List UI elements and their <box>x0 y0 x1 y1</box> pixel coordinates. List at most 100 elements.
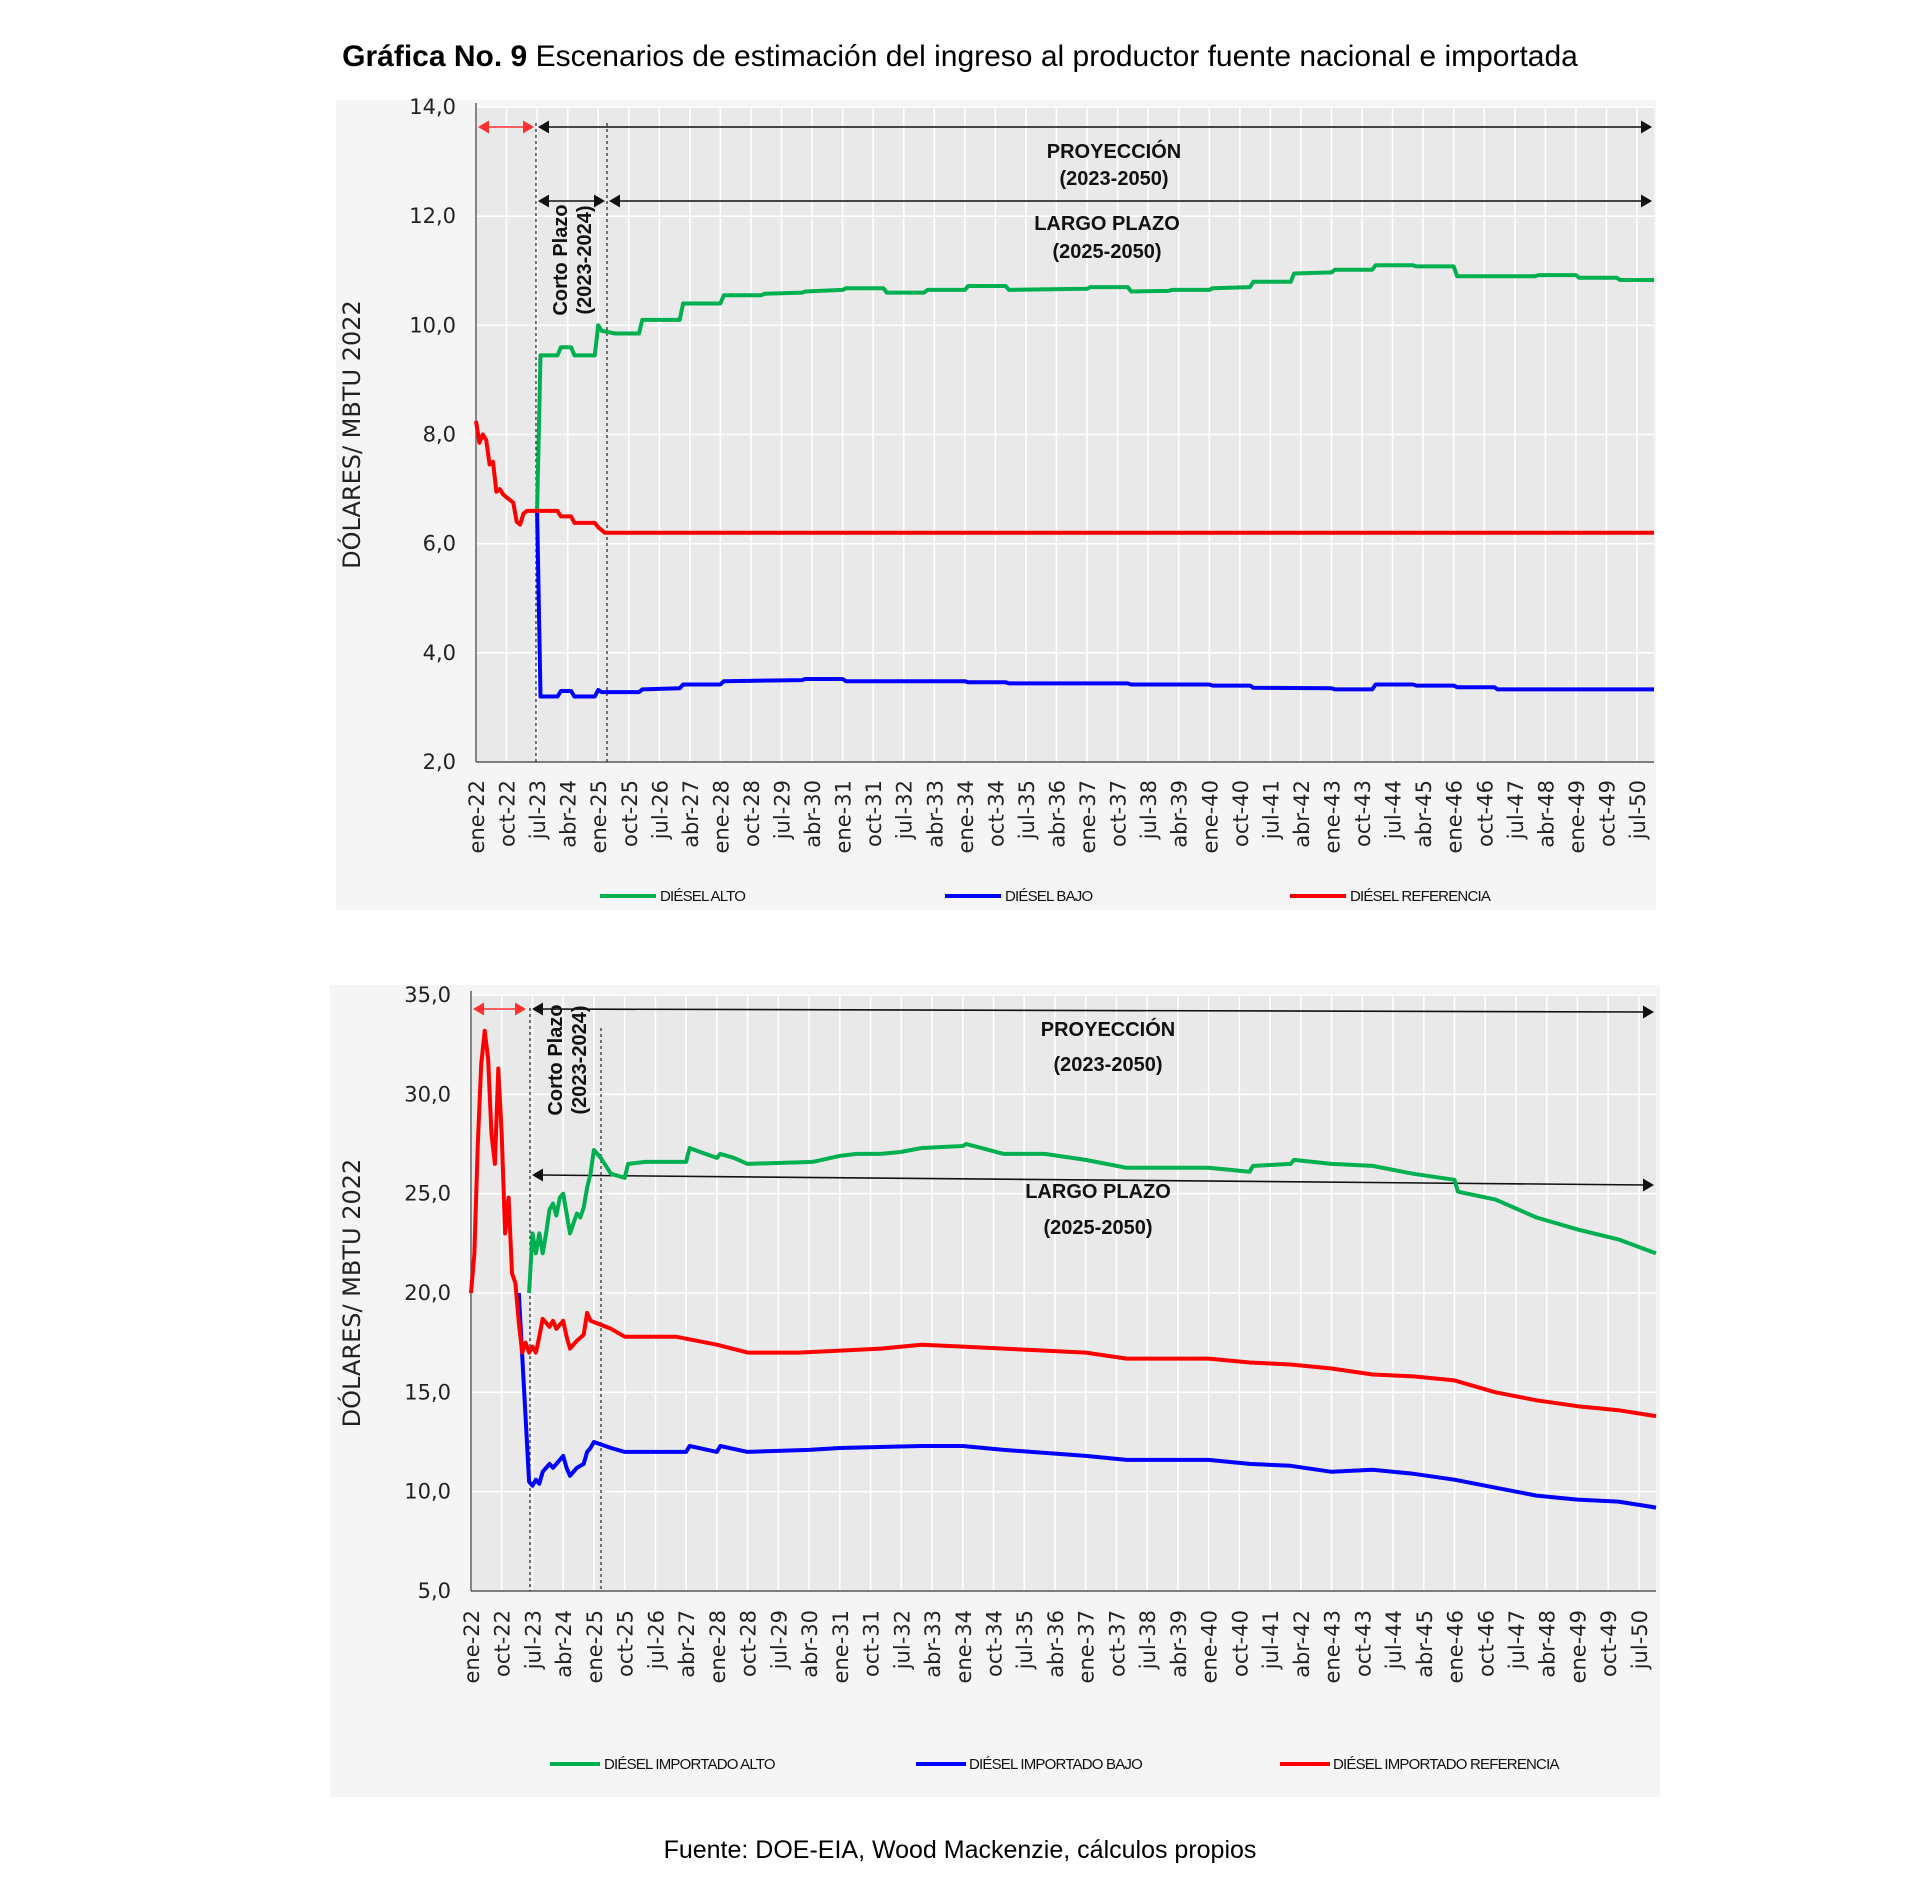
figure-title-bold: Gráfica No. 9 <box>342 40 528 73</box>
x-tick-label: oct-40 <box>1228 1610 1252 1677</box>
x-tick-label: jul-32 <box>890 1610 914 1670</box>
x-tick-label: abr-36 <box>1044 1610 1068 1678</box>
x-tick-label: jul-23 <box>526 780 550 840</box>
x-tick-label: oct-40 <box>1229 780 1253 847</box>
x-tick-label: abr-33 <box>921 1610 945 1678</box>
x-tick-label: jul-23 <box>521 1610 545 1670</box>
short-term-label: Corto Plazo <box>550 204 572 315</box>
long-term-arrow-line <box>537 1174 1649 1186</box>
legend-label: DIÉSEL IMPORTADO BAJO <box>969 1756 1142 1773</box>
x-tick-label: ene-22 <box>460 1610 484 1683</box>
figure-source: Fuente: DOE-EIA, Wood Mackenzie, cálculo… <box>663 1836 1257 1864</box>
x-tick-label: ene-31 <box>832 780 856 853</box>
short-term-arrow-head-right <box>594 194 605 208</box>
projection-arrow-head-left <box>532 1002 543 1016</box>
x-tick-label: abr-42 <box>1290 1610 1314 1678</box>
x-tick-label: jul-47 <box>1504 780 1528 840</box>
long-term-years: (2025-2050) <box>1053 241 1162 263</box>
x-tick-label: oct-34 <box>982 1610 1006 1677</box>
x-tick-label: jul-50 <box>1626 780 1650 840</box>
y-tick-label: 10,0 <box>409 313 456 337</box>
y-tick-label: 12,0 <box>409 204 456 228</box>
x-tick-label: abr-45 <box>1412 780 1436 848</box>
x-tick-label: jul-38 <box>1137 780 1161 840</box>
x-tick-label: oct-31 <box>862 780 886 847</box>
x-tick-label: jul-38 <box>1136 1610 1160 1670</box>
projection-arrow-head-right <box>1643 1005 1654 1019</box>
y-tick-label: 6,0 <box>423 532 456 556</box>
long-term-arrow-head-right <box>1641 194 1652 208</box>
x-tick-label: jul-47 <box>1505 1610 1529 1670</box>
x-tick-label: ene-46 <box>1443 780 1467 853</box>
y-tick-label: 8,0 <box>423 423 456 447</box>
x-tick-label: abr-39 <box>1168 780 1192 848</box>
series-line-1 <box>527 1142 1657 1294</box>
short-term-label: Corto Plazo <box>545 1004 567 1115</box>
x-tick-label: abr-48 <box>1536 1610 1560 1678</box>
legend-label: DIÉSEL IMPORTADO REFERENCIA <box>1333 1756 1559 1773</box>
projection-label: PROYECCIÓN <box>1047 139 1181 163</box>
x-tick-label: abr-36 <box>1046 780 1070 848</box>
y-axis-label: DÓLARES/ MBTU 2022 <box>336 1159 366 1428</box>
x-tick-label: jul-26 <box>648 780 672 840</box>
x-tick-label: ene-40 <box>1198 780 1222 853</box>
series-line-2 <box>535 510 1654 699</box>
short-term-years: (2023-2024) <box>569 1006 591 1115</box>
x-tick-label: ene-25 <box>583 1610 607 1683</box>
y-tick-label: 35,0 <box>404 983 451 1007</box>
long-term-label: LARGO PLAZO <box>1034 213 1180 235</box>
long-term-years: (2025-2050) <box>1044 1217 1153 1239</box>
y-tick-label: 5,0 <box>418 1579 451 1603</box>
x-tick-label: abr-33 <box>923 780 947 848</box>
x-tick-label: oct-22 <box>491 1610 515 1677</box>
projection-years: (2023-2050) <box>1054 1054 1163 1076</box>
y-tick-label: 15,0 <box>404 1380 451 1404</box>
x-tick-label: ene-43 <box>1320 780 1344 853</box>
legend-label: DIÉSEL IMPORTADO ALTO <box>604 1756 775 1773</box>
x-tick-label: ene-31 <box>829 1610 853 1683</box>
x-tick-label: oct-28 <box>740 780 764 847</box>
legend-label: DIÉSEL BAJO <box>1005 888 1092 905</box>
series-line-1 <box>535 263 1654 511</box>
x-tick-label: oct-25 <box>614 1610 638 1677</box>
x-tick-label: abr-24 <box>557 780 581 848</box>
x-tick-label: ene-34 <box>954 780 978 853</box>
long-term-arrow-head-left <box>532 1168 543 1182</box>
x-tick-label: ene-25 <box>587 780 611 853</box>
long-term-label: LARGO PLAZO <box>1025 1181 1171 1203</box>
series-line-3 <box>474 420 1654 535</box>
x-tick-label: oct-25 <box>618 780 642 847</box>
x-tick-label: abr-24 <box>552 1610 576 1678</box>
x-tick-label: jul-29 <box>767 1610 791 1670</box>
x-tick-label: abr-48 <box>1534 780 1558 848</box>
figure-title: Gráfica No. 9 Escenarios de estimación d… <box>0 40 1920 74</box>
projection-arrow-head-left <box>538 120 549 134</box>
x-tick-label: oct-31 <box>860 1610 884 1677</box>
x-tick-label: abr-30 <box>798 1610 822 1678</box>
x-tick-label: oct-46 <box>1474 1610 1498 1677</box>
x-tick-label: oct-49 <box>1597 1610 1621 1677</box>
x-tick-label: jul-44 <box>1382 780 1406 840</box>
x-tick-label: abr-27 <box>675 1610 699 1678</box>
y-tick-label: 14,0 <box>409 95 456 119</box>
figure-title-text: Escenarios de estimación del ingreso al … <box>535 40 1578 73</box>
x-tick-label: jul-26 <box>644 1610 668 1670</box>
x-tick-label: jul-50 <box>1628 1610 1652 1670</box>
x-tick-label: oct-37 <box>1105 1610 1129 1677</box>
x-tick-label: oct-46 <box>1473 780 1497 847</box>
x-tick-label: jul-41 <box>1259 1610 1283 1670</box>
x-tick-label: ene-22 <box>465 780 489 853</box>
x-tick-label: abr-45 <box>1413 1610 1437 1678</box>
x-tick-label: ene-37 <box>1075 1610 1099 1683</box>
x-tick-label: oct-34 <box>984 780 1008 847</box>
x-tick-label: ene-28 <box>709 780 733 853</box>
series-line-2 <box>516 1292 1657 1510</box>
projection-arrow-line <box>537 1008 1649 1013</box>
x-tick-label: abr-42 <box>1290 780 1314 848</box>
history-arrow-head-left <box>473 1002 484 1016</box>
x-tick-label: oct-43 <box>1351 780 1375 847</box>
x-tick-label: abr-27 <box>679 780 703 848</box>
x-tick-label: jul-35 <box>1013 1610 1037 1670</box>
